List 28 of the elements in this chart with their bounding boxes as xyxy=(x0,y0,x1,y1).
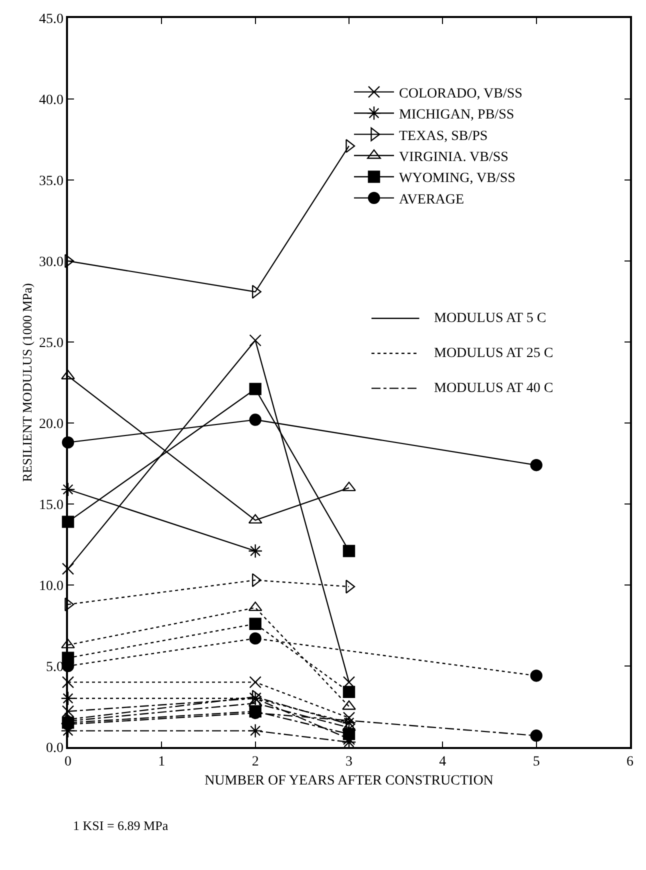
x-tick-label: 4 xyxy=(439,754,446,770)
y-tick-label: 40.0 xyxy=(38,92,64,108)
x-tick-label: 0 xyxy=(64,754,72,770)
x-tick-label: 3 xyxy=(346,754,352,770)
legend-label: MICHIGAN, PB/SS xyxy=(399,108,514,123)
x-tick-label: 5 xyxy=(532,754,540,770)
y-tick-label: 45.0 xyxy=(38,12,64,27)
x-tick-label: 1 xyxy=(158,754,166,770)
y-tick-label: 10.0 xyxy=(38,578,64,594)
text: 1 KSI = 6.89 MPa xyxy=(73,818,168,833)
annotation: MODULUS AT 25 C xyxy=(434,346,554,361)
y-axis-title: RESILIENT MODULUS (1000 MPa) xyxy=(19,283,34,482)
y-tick-label: 30.0 xyxy=(38,254,64,270)
legend-label: COLORADO, VB/SS xyxy=(399,86,522,102)
legend-label: VIRGINIA. VB/SS xyxy=(399,150,508,165)
x-tick-label: 6 xyxy=(626,754,634,770)
legend-label: WYOMING, VB/SS xyxy=(399,171,516,186)
y-tick-label: 15.0 xyxy=(38,498,64,513)
x-tick-label: 2 xyxy=(252,754,259,770)
y-tick-label: 20.0 xyxy=(38,416,64,432)
legend-label: TEXAS, SB/PS xyxy=(399,128,488,144)
y-tick-label: 0.0 xyxy=(46,740,64,756)
y-tick-label: 25.0 xyxy=(38,336,64,351)
annotation: MODULUS AT 40 C xyxy=(434,381,554,396)
legend-label: AVERAGE xyxy=(399,192,464,208)
x-axis-title: NUMBER OF YEARS AFTER CONSTRUCTION xyxy=(204,773,494,788)
annotation: MODULUS AT 5 C xyxy=(434,311,546,326)
y-tick-label: 35.0 xyxy=(38,174,64,189)
